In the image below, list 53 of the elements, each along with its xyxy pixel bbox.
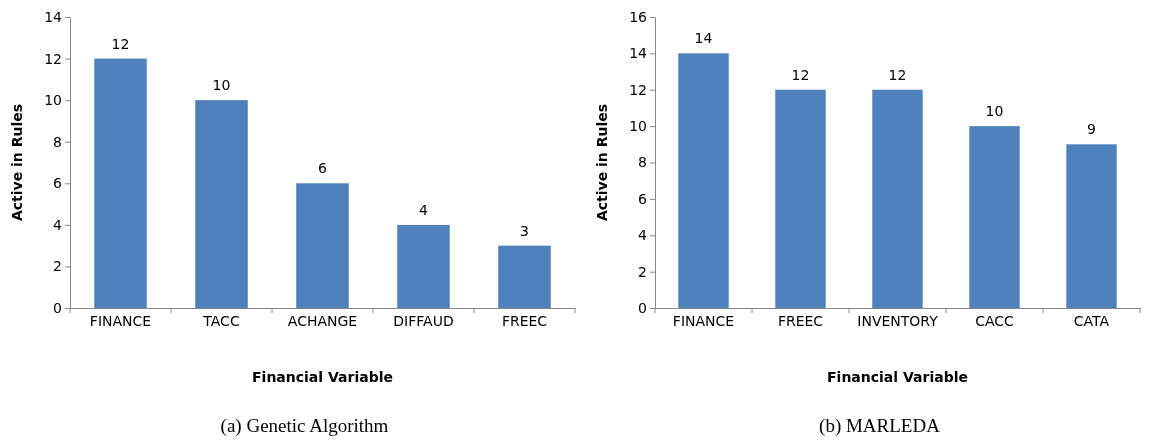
y-tick-label: 8 (53, 133, 62, 150)
y-tick-label: 16 (629, 8, 648, 25)
y-tick-label: 4 (53, 216, 63, 233)
data-label: 3 (520, 222, 529, 239)
data-label: 14 (694, 30, 713, 47)
x-axis-title: Financial Variable (252, 369, 393, 385)
x-tick-label: FINANCE (672, 313, 735, 330)
bar (678, 53, 729, 308)
bar (296, 183, 349, 308)
data-label: 10 (212, 77, 231, 94)
x-tick-label: FINANCE (89, 313, 152, 330)
data-label: 6 (318, 160, 328, 177)
x-tick-label: TACC (202, 313, 240, 330)
y-tick-label: 10 (44, 92, 62, 109)
data-label: 4 (419, 201, 429, 218)
bar (1066, 144, 1117, 308)
x-tick-label: CACC (975, 313, 1015, 330)
y-tick-label: 6 (638, 190, 648, 207)
bar (498, 245, 551, 308)
bar (195, 100, 248, 308)
x-tick-label: INVENTORY (857, 313, 939, 330)
y-tick-label: 2 (53, 258, 62, 275)
x-tick-label: CATA (1073, 313, 1110, 330)
y-tick-label: 10 (629, 118, 647, 135)
x-tick-label: ACHANGE (287, 313, 358, 330)
text: (b) MARLEDA (819, 415, 941, 437)
y-tick-label: 12 (629, 81, 647, 98)
y-tick-label: 12 (44, 50, 62, 67)
y-axis-title: Active in Rules (594, 103, 610, 222)
x-tick-label: DIFFAUD (393, 313, 454, 330)
y-tick-label: 4 (638, 227, 648, 244)
bar (94, 58, 147, 308)
data-label: 12 (888, 66, 907, 83)
text: (a) Genetic Algorithm (220, 415, 389, 437)
x-tick-label: FREEC (777, 313, 824, 330)
y-tick-label: 6 (53, 175, 63, 192)
y-tick-label: 2 (638, 263, 647, 280)
y-tick-label: 8 (638, 154, 647, 171)
bar (872, 89, 923, 308)
data-label: 10 (985, 103, 1004, 120)
data-label: 9 (1087, 121, 1096, 138)
y-tick-label: 0 (638, 299, 647, 316)
bar (969, 126, 1020, 308)
y-tick-label: 0 (53, 299, 62, 316)
data-label: 12 (791, 66, 810, 83)
y-axis-title: Active in Rules (9, 103, 25, 222)
x-tick-label: FREEC (501, 313, 548, 330)
y-tick-label: 14 (629, 45, 648, 62)
y-tick-label: 14 (44, 8, 63, 25)
data-label: 12 (111, 35, 130, 52)
bar (397, 224, 450, 308)
bar (775, 89, 826, 308)
x-axis-title: Financial Variable (827, 369, 968, 385)
